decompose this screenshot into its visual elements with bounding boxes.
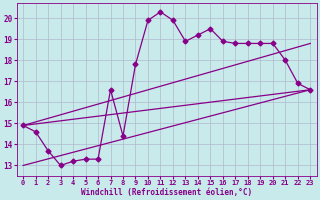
- X-axis label: Windchill (Refroidissement éolien,°C): Windchill (Refroidissement éolien,°C): [81, 188, 252, 197]
